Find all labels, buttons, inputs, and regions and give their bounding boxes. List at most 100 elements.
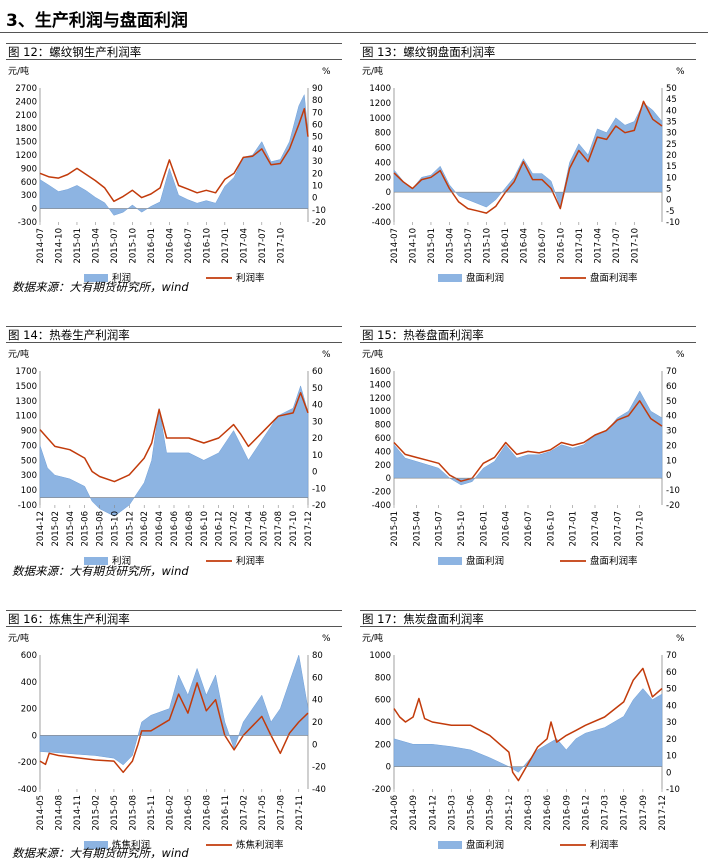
x-tick-label: 2017-11 — [295, 795, 305, 831]
x-tick-label: 2016-03 — [524, 795, 534, 831]
series-line — [39, 392, 309, 483]
x-tick-label: 2015-01 — [390, 511, 400, 547]
series-line — [39, 682, 309, 774]
series-area — [39, 93, 309, 216]
x-tick-label: 2016-07 — [524, 511, 534, 547]
series-area — [393, 390, 663, 486]
data-source-note: 数据来源：大有期货研究所，wind — [12, 280, 189, 294]
series-line — [393, 400, 663, 482]
x-tick-label: 2015-10 — [457, 511, 467, 547]
legend-label: 盘面利润率 — [590, 272, 638, 284]
x-tick-label: 2016-11 — [221, 795, 231, 831]
left-axis-unit: 元/吨 — [362, 632, 383, 644]
left-axis-unit: 元/吨 — [362, 65, 383, 77]
x-tick-label: 2016-08 — [185, 511, 195, 547]
x-tick-label: 2015-12 — [505, 795, 515, 831]
x-tick-label: 2017-10 — [289, 511, 299, 547]
y2-tick-label: -20 — [312, 501, 326, 511]
x-tick-label: 2015-10 — [482, 228, 492, 264]
x-tick-label: 2016-09 — [562, 795, 572, 831]
y2-tick-label: 70 — [666, 651, 677, 661]
x-tick-label: 2015-11 — [147, 795, 157, 831]
x-tick-label: 2014-10 — [408, 228, 418, 264]
legend-label: 利润率 — [590, 839, 619, 851]
x-tick-label: 2016-10 — [546, 511, 556, 547]
y-tick-label: 700 — [21, 441, 37, 451]
y-tick-label: 800 — [375, 421, 391, 431]
x-tick-label: 2014-10 — [54, 228, 64, 264]
y2-tick-label: 50 — [312, 384, 323, 394]
y-tick-label: 600 — [21, 651, 37, 661]
x-tick-label: 2017-04 — [239, 228, 249, 264]
series-area — [39, 385, 309, 517]
y2-tick-label: 70 — [666, 367, 677, 377]
y-tick-label: -200 — [18, 758, 37, 768]
y2-tick-label: -10 — [666, 785, 680, 795]
x-tick-label: 2017-04 — [591, 511, 601, 547]
x-tick-label: 2014-12 — [428, 795, 438, 831]
x-tick-label: 2015-10 — [128, 228, 138, 264]
x-tick-label: 2016-02 — [140, 511, 150, 547]
y-tick-label: 0 — [386, 188, 391, 198]
legend-swatch-area — [84, 274, 108, 282]
x-tick-label: 2015-06 — [81, 511, 91, 547]
x-tick-label: 2017-07 — [612, 228, 622, 264]
y2-tick-label: 50 — [666, 397, 677, 407]
right-axis-unit: % — [322, 350, 331, 360]
chart-title: 图 17：焦炭盘面利润率 — [360, 610, 696, 627]
legend-label: 炼焦利润 — [112, 839, 150, 851]
y2-tick-label: 40 — [312, 145, 323, 155]
y2-tick-label: 80 — [312, 651, 323, 661]
y-tick-label: 1000 — [369, 651, 391, 661]
x-tick-label: 2016-07 — [538, 228, 548, 264]
x-tick-label: 2015-10 — [110, 511, 120, 547]
y2-tick-label: 60 — [312, 121, 323, 131]
y-tick-label: 100 — [21, 486, 37, 496]
right-axis-unit: % — [676, 67, 685, 77]
x-tick-label: 2016-12 — [581, 795, 591, 831]
y2-tick-label: -20 — [312, 763, 326, 773]
legend-label: 利润 — [112, 272, 131, 284]
legend-label: 炼焦利润率 — [236, 839, 284, 851]
y2-tick-label: 20 — [312, 718, 323, 728]
y-tick-label: 2700 — [15, 84, 37, 94]
data-source-note: 数据来源：大有期货研究所，wind — [12, 564, 189, 578]
legend-label: 盘面利润 — [466, 839, 504, 851]
y2-tick-label: 0 — [666, 471, 671, 481]
y-tick-label: 0 — [386, 763, 391, 773]
x-tick-label: 2015-12 — [125, 511, 135, 547]
legend-label: 利润率 — [236, 555, 265, 567]
chart-canvas: 元/吨 %-30003006009001200150018002100240027… — [8, 65, 331, 284]
chart-canvas: 元/吨 %-400-2000200400600-40-20020406080201… — [8, 632, 331, 851]
x-tick-label: 2016-04 — [165, 228, 175, 264]
page-title: 3、生产利润与盘面利润 — [6, 11, 188, 31]
y-tick-label: 600 — [375, 696, 391, 706]
y2-tick-label: 30 — [312, 417, 323, 427]
right-axis-unit: % — [322, 634, 331, 644]
y2-tick-label: 20 — [312, 434, 323, 444]
y-tick-label: 1400 — [369, 84, 391, 94]
y-tick-label: 1500 — [15, 138, 37, 148]
x-tick-label: 2017-10 — [636, 511, 646, 547]
x-tick-label: 2016-04 — [502, 511, 512, 547]
legend-swatch-area — [84, 557, 108, 565]
x-tick-label: 2017-12 — [658, 795, 668, 831]
series-area — [39, 654, 309, 766]
right-axis-unit: % — [676, 634, 685, 644]
y-tick-label: -200 — [372, 203, 391, 213]
legend-swatch-area — [438, 557, 462, 565]
y2-tick-label: 60 — [666, 382, 677, 392]
x-tick-label: 2014-12 — [36, 511, 46, 547]
legend-swatch-area — [438, 274, 462, 282]
x-tick-label: 2015-01 — [427, 228, 437, 264]
y-tick-label: -400 — [18, 785, 37, 795]
x-tick-label: 2016-05 — [184, 795, 194, 831]
chart-canvas: 元/吨 %-400-2000200400600800100012001400160… — [362, 348, 685, 567]
y2-tick-label: 10 — [312, 181, 323, 191]
y-tick-label: 1000 — [369, 407, 391, 417]
y2-tick-label: 90 — [312, 84, 323, 94]
x-tick-label: 2015-07 — [110, 228, 120, 264]
x-tick-label: 2014-11 — [73, 795, 83, 831]
chart-title: 图 12：螺纹钢生产利润率 — [6, 43, 342, 60]
x-tick-label: 2017-05 — [258, 795, 268, 831]
